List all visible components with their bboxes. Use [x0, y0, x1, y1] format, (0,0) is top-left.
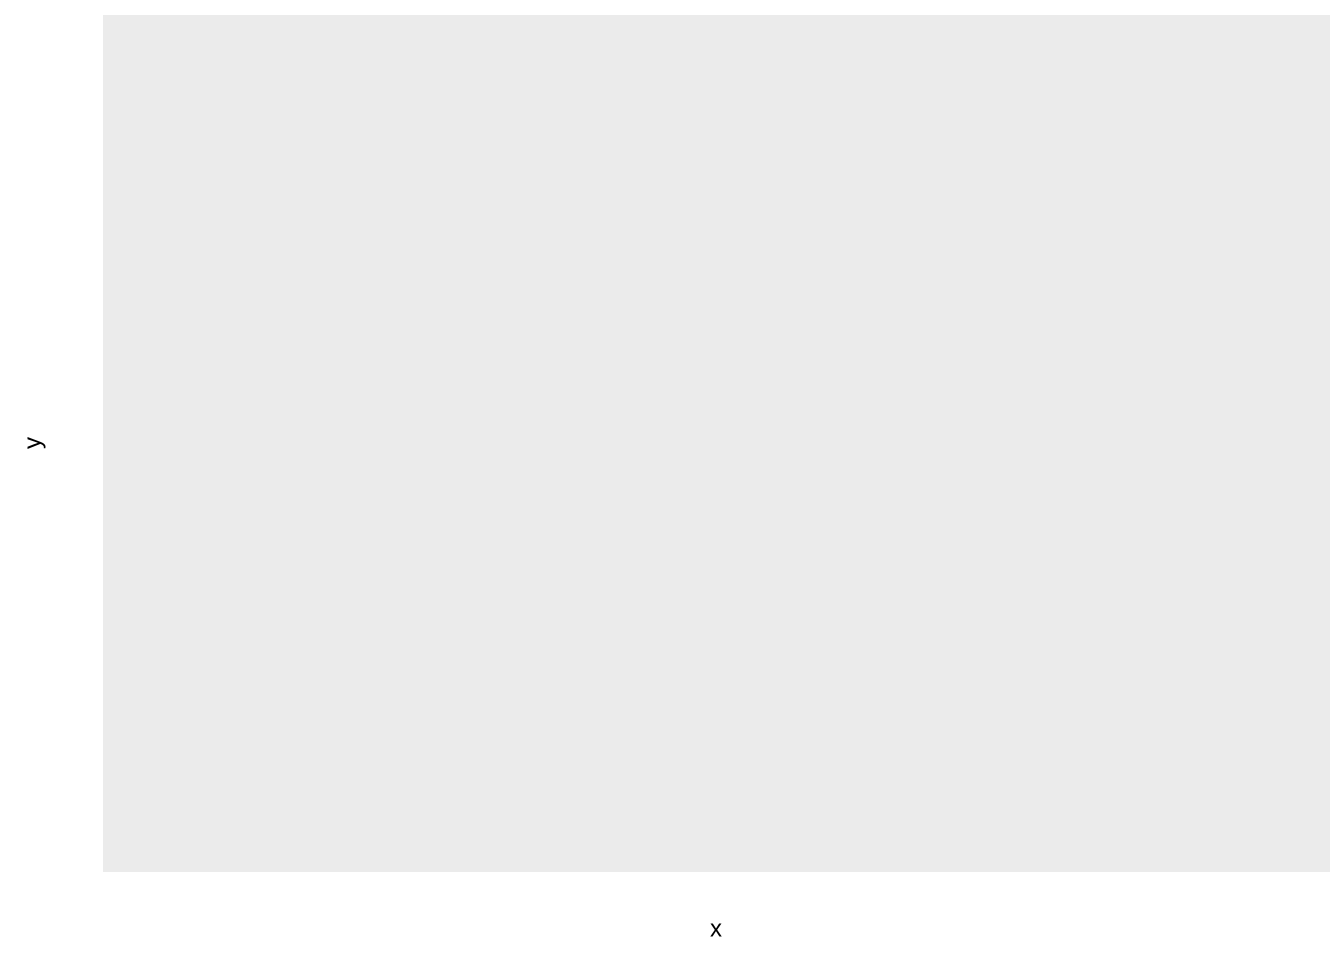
x-axis-label: x	[710, 915, 722, 942]
y-axis-label: y	[19, 437, 46, 449]
panel	[103, 15, 1330, 872]
